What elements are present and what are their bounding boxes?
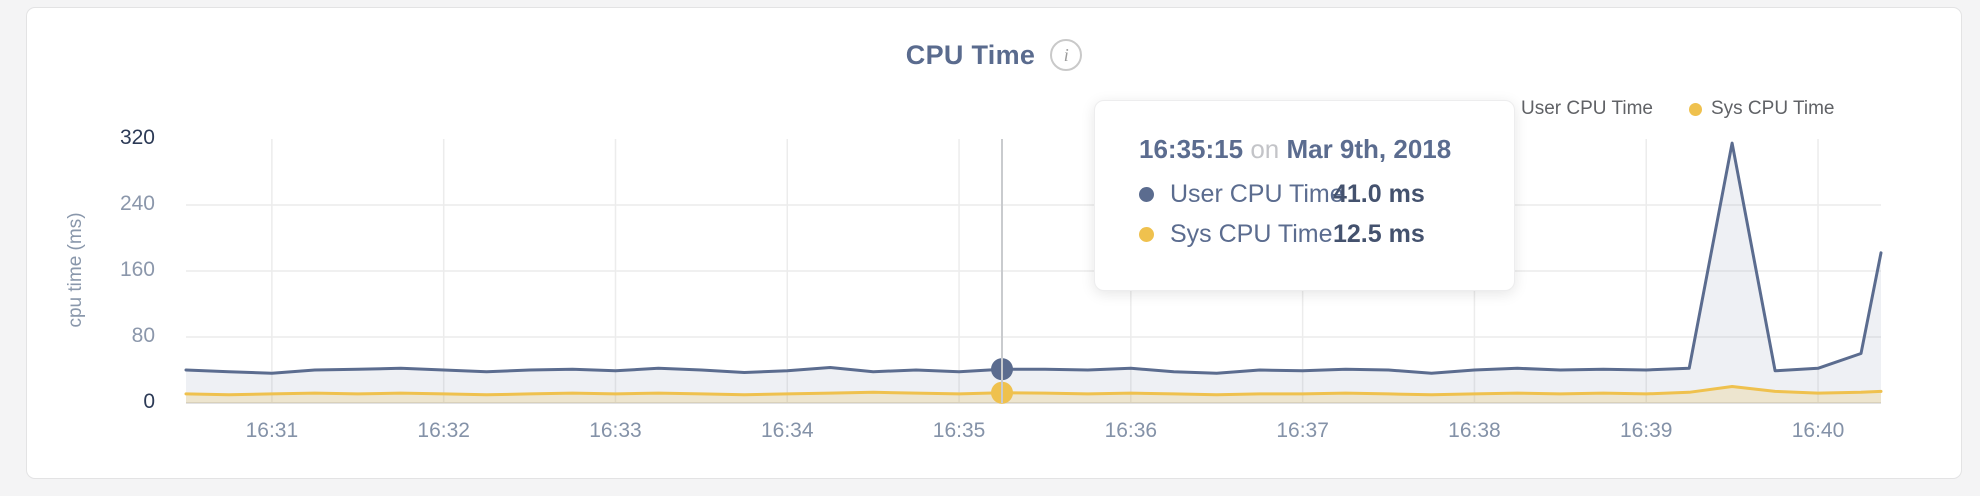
sys-cpu-time-line	[184, 385, 1883, 397]
y-axis-title: cpu time (ms)	[65, 212, 86, 328]
tooltip-series-name: Sys CPU Time	[1170, 220, 1333, 248]
y-tick-label: 160	[119, 258, 155, 281]
y-tick-label: 320	[119, 126, 155, 149]
x-tick-label: 16:34	[760, 419, 814, 442]
sys-cpu-time-area	[186, 386, 1881, 403]
sys-cpu-time-dot-icon	[1139, 227, 1154, 242]
tooltip-date: Mar 9th, 2018	[1286, 134, 1452, 164]
x-tick-label: 16:40	[1791, 419, 1845, 442]
y-tick-label: 0	[143, 390, 155, 413]
user-cpu-time-line	[184, 141, 1883, 375]
legend-item-label: User CPU Time	[1521, 98, 1653, 119]
user-cpu-time-area	[186, 143, 1881, 403]
y-tick-label: 80	[131, 324, 155, 347]
sys-cpu-time-legend-dot-icon	[1688, 102, 1702, 116]
chart-header: CPU Time i	[27, 39, 1961, 71]
x-tick-label: 16:38	[1448, 419, 1501, 442]
tooltip-series-value: 41.0 ms	[1333, 180, 1425, 208]
chart-plot[interactable]	[184, 139, 1883, 404]
x-tick-label: 16:36	[1104, 419, 1158, 442]
tooltip-rows: User CPU Time 41.0 ms Sys CPU Time 12.5 ms	[1139, 180, 1514, 249]
legend-item-user-cpu-time[interactable]: User CPU Time	[1499, 98, 1653, 120]
tooltip-series-value: 12.5 ms	[1333, 220, 1425, 248]
legend-item-label: Sys CPU Time	[1710, 98, 1835, 119]
legend-item-sys-cpu-time[interactable]: Sys CPU Time	[1688, 98, 1835, 120]
y-tick-label: 240	[119, 192, 155, 215]
tooltip-row-user-cpu-time: User CPU Time 41.0 ms	[1139, 180, 1514, 209]
info-icon[interactable]: i	[1050, 39, 1083, 71]
info-icon-glyph: i	[1063, 44, 1069, 65]
tooltip-time: 16:35:15	[1139, 134, 1244, 164]
chart-tooltip: 16:35:15 on Mar 9th, 2018 User CPU Time 4…	[1094, 100, 1515, 291]
legend: User CPU Time Sys CPU Time	[1499, 98, 1835, 120]
tooltip-series-name: User CPU Time	[1170, 180, 1344, 208]
x-tick-label: 16:35	[932, 419, 986, 442]
user-cpu-time-dot-icon	[1139, 187, 1154, 202]
x-tick-label: 16:32	[417, 419, 470, 442]
x-tick-label: 16:39	[1619, 419, 1673, 442]
x-tick-label: 16:37	[1276, 419, 1329, 442]
x-tick-label: 16:31	[245, 419, 299, 442]
chart-card: CPU Time i User CPU Time Sys CPU Time cpu…	[26, 7, 1962, 479]
tooltip-row-sys-cpu-time: Sys CPU Time 12.5 ms	[1139, 220, 1514, 249]
tooltip-title: 16:35:15 on Mar 9th, 2018	[1139, 134, 1514, 165]
x-tick-label: 16:33	[589, 419, 642, 442]
page-title: CPU Time	[905, 39, 1036, 70]
tooltip-conjunction: on	[1250, 134, 1280, 164]
